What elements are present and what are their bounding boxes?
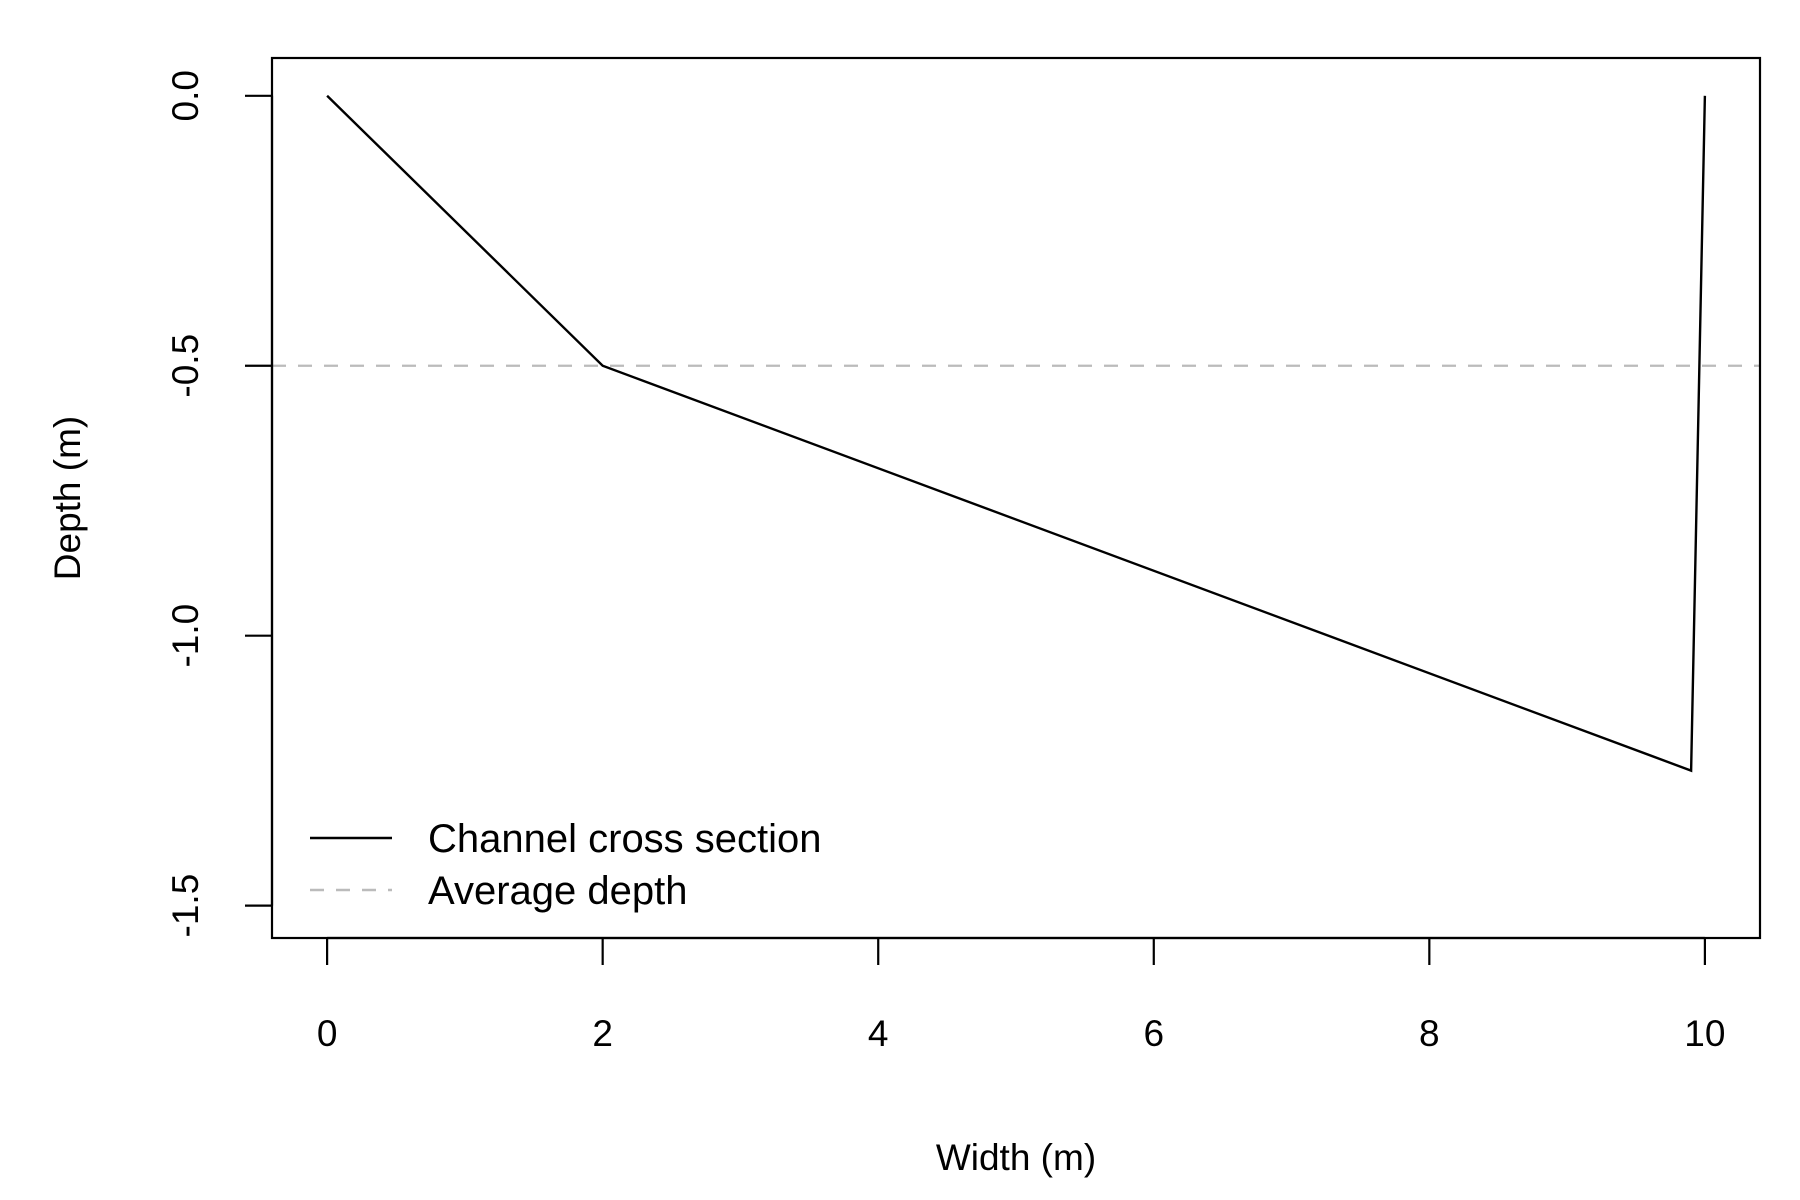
x-tick-label: 6 <box>1143 1013 1164 1054</box>
cross-section-line <box>326 94 1707 773</box>
legend-label: Channel cross section <box>428 817 822 861</box>
legend-label: Average depth <box>428 869 687 913</box>
x-tick-label: 8 <box>1419 1013 1440 1054</box>
x-tick-label: 2 <box>592 1013 613 1054</box>
x-tick-label: 4 <box>868 1013 889 1054</box>
y-axis-title: Depth (m) <box>47 416 88 580</box>
y-tick-label: -0.5 <box>165 334 206 398</box>
plot-frame <box>270 56 1762 940</box>
x-axis-title: Width (m) <box>936 1137 1096 1178</box>
x-tick-label: 0 <box>317 1013 338 1054</box>
y-tick-label: 0.0 <box>165 70 206 121</box>
legend: Channel cross section Average depth <box>310 817 822 913</box>
x-axis: 0 2 4 6 8 10 <box>317 936 1725 1054</box>
y-axis: 0.0 -0.5 -1.0 -1.5 <box>165 70 274 938</box>
y-tick-label: -1.0 <box>165 604 206 668</box>
series-layer <box>272 94 1760 773</box>
x-tick-label: 10 <box>1684 1013 1725 1054</box>
y-tick-label: -1.5 <box>165 874 206 938</box>
